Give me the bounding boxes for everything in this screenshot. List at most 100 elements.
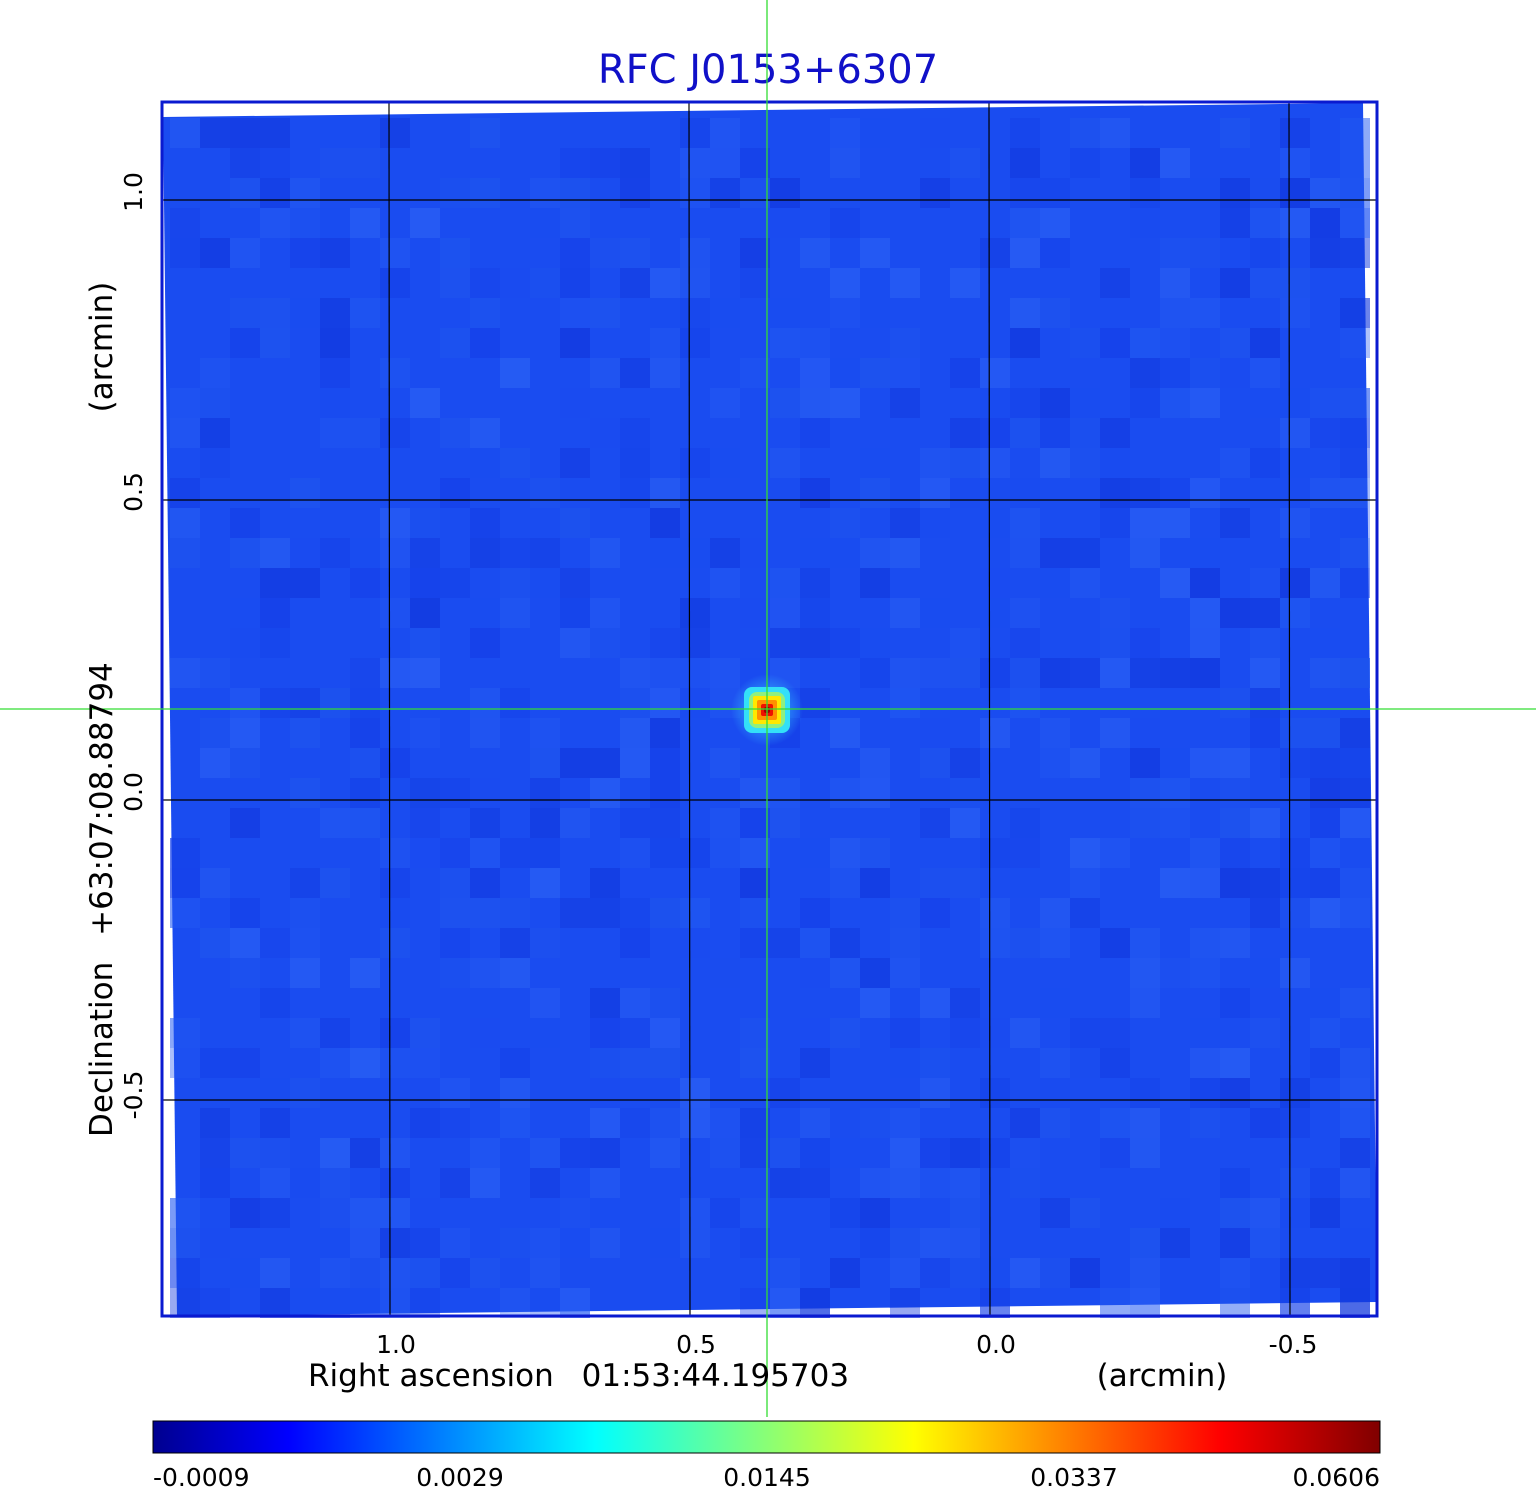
map-pixel: [1040, 1078, 1070, 1108]
map-pixel: [320, 298, 350, 328]
map-pixel: [230, 1138, 260, 1168]
map-pixel: [590, 1078, 620, 1108]
map-pixel: [350, 568, 380, 598]
map-pixel: [1310, 898, 1340, 928]
map-pixel: [950, 448, 980, 478]
map-pixel: [860, 868, 890, 898]
map-pixel: [1130, 988, 1160, 1018]
map-pixel: [920, 1228, 950, 1258]
map-pixel: [440, 1228, 470, 1258]
map-pixel: [260, 688, 290, 718]
map-pixel: [1280, 598, 1310, 628]
map-pixel: [500, 958, 530, 988]
map-pixel: [560, 628, 590, 658]
x-tick-label: 0.0: [976, 1330, 1016, 1359]
map-pixel: [290, 1078, 320, 1108]
map-pixel: [1190, 1078, 1220, 1108]
map-pixel: [830, 928, 860, 958]
map-pixel: [530, 748, 560, 778]
map-pixel: [920, 898, 950, 928]
y-axis-title: Declination +63:07:08.88794: [84, 662, 120, 1137]
map-pixel: [170, 1048, 200, 1078]
map-pixel: [770, 1138, 800, 1168]
map-pixel: [890, 358, 920, 388]
map-pixel: [980, 1078, 1010, 1108]
map-pixel: [320, 118, 350, 148]
map-pixel: [680, 688, 710, 718]
map-pixel: [740, 1108, 770, 1138]
map-pixel: [170, 658, 200, 688]
map-pixel: [230, 718, 260, 748]
map-pixel: [1070, 868, 1100, 898]
map-pixel: [770, 778, 800, 808]
map-pixel: [710, 958, 740, 988]
map-pixel: [1010, 508, 1040, 538]
map-pixel: [890, 1078, 920, 1108]
map-pixel: [1250, 718, 1280, 748]
map-pixel: [290, 778, 320, 808]
map-pixel: [350, 718, 380, 748]
map-pixel: [740, 148, 770, 178]
map-pixel: [1280, 388, 1310, 418]
map-pixel: [410, 808, 440, 838]
map-pixel: [1010, 148, 1040, 178]
map-pixel: [830, 328, 860, 358]
map-pixel: [260, 1108, 290, 1138]
map-pixel: [590, 868, 620, 898]
map-pixel: [320, 148, 350, 178]
map-pixel: [1220, 778, 1250, 808]
map-pixel: [1010, 538, 1040, 568]
map-pixel: [530, 178, 560, 208]
map-pixel: [500, 1078, 530, 1108]
map-pixel: [1220, 208, 1250, 238]
map-pixel: [230, 1258, 260, 1288]
map-pixel: [1280, 268, 1310, 298]
map-pixel: [170, 118, 200, 148]
map-pixel: [470, 268, 500, 298]
map-pixel: [1220, 838, 1250, 868]
map-pixel: [410, 388, 440, 418]
map-pixel: [350, 688, 380, 718]
map-pixel: [470, 778, 500, 808]
map-pixel: [950, 1228, 980, 1258]
map-pixel: [1220, 178, 1250, 208]
map-pixel: [890, 538, 920, 568]
map-pixel: [1250, 1108, 1280, 1138]
map-pixel: [440, 238, 470, 268]
map-pixel: [920, 1048, 950, 1078]
map-pixel: [290, 1018, 320, 1048]
map-pixel: [470, 718, 500, 748]
map-pixel: [380, 898, 410, 928]
map-pixel: [950, 1258, 980, 1288]
map-pixel: [440, 1138, 470, 1168]
map-pixel: [560, 1138, 590, 1168]
map-pixel: [710, 148, 740, 178]
map-pixel: [1100, 418, 1130, 448]
map-pixel: [320, 1138, 350, 1168]
map-pixel: [830, 388, 860, 418]
map-pixel: [1340, 388, 1370, 418]
map-pixel: [1250, 628, 1280, 658]
map-pixel: [680, 178, 710, 208]
map-pixel: [620, 688, 650, 718]
map-pixel: [800, 388, 830, 418]
map-pixel: [1160, 358, 1190, 388]
map-pixel: [650, 328, 680, 358]
map-pixel: [1310, 628, 1340, 658]
map-pixel: [770, 928, 800, 958]
map-pixel: [320, 238, 350, 268]
map-pixel: [170, 388, 200, 418]
map-pixel: [860, 748, 890, 778]
map-pixel: [440, 928, 470, 958]
map-pixel: [530, 268, 560, 298]
map-pixel: [410, 508, 440, 538]
map-pixel: [830, 748, 860, 778]
map-pixel: [590, 778, 620, 808]
map-pixel: [1130, 148, 1160, 178]
map-pixel: [1310, 388, 1340, 418]
map-pixel: [980, 1018, 1010, 1048]
map-pixel: [740, 928, 770, 958]
map-pixel: [920, 1258, 950, 1288]
map-pixel: [1340, 298, 1370, 328]
map-pixel: [620, 148, 650, 178]
